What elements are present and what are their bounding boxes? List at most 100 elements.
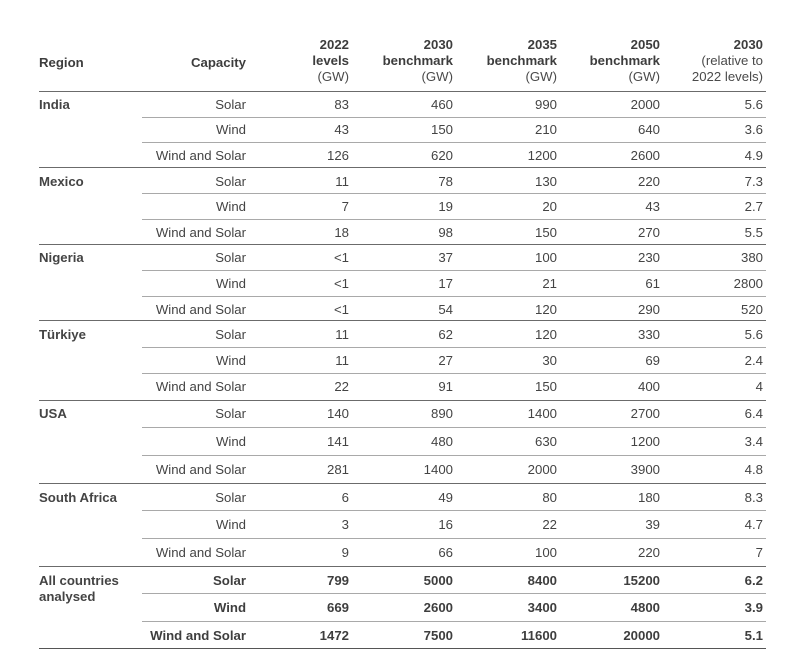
region-label: Mexico: [39, 174, 84, 189]
cell-v2030: 5000: [423, 573, 453, 588]
header-2035-line3: (GW): [525, 69, 558, 84]
cell-v2035: 21: [542, 276, 557, 291]
cell-v2050: 2600: [630, 148, 660, 163]
cell-v2050: 1200: [630, 434, 660, 449]
capacity-benchmark-table: Region Capacity 2022 levels (GW) 2030 be…: [39, 0, 766, 662]
cell-v2050: 3900: [630, 462, 660, 477]
cell-v2022: 7: [341, 199, 349, 214]
cell-v2050: 220: [637, 174, 660, 189]
cell-capacity: Wind: [215, 122, 246, 137]
cell-v2030: 1400: [423, 462, 453, 477]
header-capacity: Capacity: [191, 55, 246, 70]
row-divider: [142, 270, 766, 271]
cell-capacity: Wind and Solar: [155, 379, 246, 394]
row-divider: [142, 193, 766, 194]
cell-v2022: 281: [326, 462, 349, 477]
cell-v2030: 17: [438, 276, 453, 291]
cell-ratio: 3.4: [744, 434, 763, 449]
cell-capacity: Wind and Solar: [150, 628, 246, 643]
cell-ratio: 7.3: [744, 174, 763, 189]
cell-v2030: 49: [438, 490, 453, 505]
cell-v2022: <1: [333, 250, 349, 265]
group-divider: [39, 483, 766, 484]
cell-v2050: 4800: [630, 600, 660, 615]
cell-v2035: 210: [534, 122, 557, 137]
cell-v2022: 141: [326, 434, 349, 449]
region-label: All countries analysed: [39, 573, 119, 604]
cell-capacity: Wind: [215, 434, 246, 449]
cell-capacity: Solar: [213, 573, 246, 588]
cell-ratio: 4.8: [744, 462, 763, 477]
cell-v2030: 66: [438, 545, 453, 560]
cell-capacity: Solar: [215, 174, 246, 189]
cell-v2030: 460: [430, 97, 453, 112]
cell-v2050: 180: [637, 490, 660, 505]
row-divider: [142, 296, 766, 297]
cell-v2035: 2000: [527, 462, 557, 477]
header-divider: [39, 91, 766, 92]
cell-v2035: 20: [542, 199, 557, 214]
cell-ratio: 6.2: [744, 573, 763, 588]
row-divider: [142, 427, 766, 428]
group-divider: [39, 320, 766, 321]
cell-v2030: 16: [438, 517, 453, 532]
cell-v2035: 30: [542, 353, 557, 368]
cell-v2035: 100: [534, 545, 557, 560]
cell-v2030: 480: [430, 434, 453, 449]
cell-v2050: 2700: [630, 406, 660, 421]
cell-v2035: 1200: [527, 148, 557, 163]
cell-v2030: 62: [438, 327, 453, 342]
header-2022-line1: 2022: [319, 37, 349, 52]
cell-v2050: 61: [645, 276, 660, 291]
cell-ratio: 2.7: [744, 199, 763, 214]
cell-v2050: 640: [637, 122, 660, 137]
cell-v2050: 43: [645, 199, 660, 214]
row-divider: [142, 347, 766, 348]
cell-v2035: 22: [542, 517, 557, 532]
cell-v2035: 8400: [527, 573, 557, 588]
group-divider: [39, 167, 766, 168]
row-divider: [142, 373, 766, 374]
cell-v2030: 7500: [423, 628, 453, 643]
cell-v2022: 9: [341, 545, 349, 560]
header-2022-line2: levels: [312, 53, 349, 68]
header-2030-line3: (GW): [421, 69, 454, 84]
cell-ratio: 2800: [733, 276, 763, 291]
cell-ratio: 6.4: [744, 406, 763, 421]
cell-v2022: 11: [335, 327, 349, 342]
cell-capacity: Wind and Solar: [155, 225, 246, 240]
cell-ratio: 4.7: [744, 517, 763, 532]
cell-v2035: 80: [542, 490, 557, 505]
cell-v2050: 230: [637, 250, 660, 265]
cell-ratio: 7: [755, 545, 763, 560]
cell-v2050: 290: [637, 302, 660, 317]
region-label: South Africa: [39, 490, 117, 505]
cell-v2030: 150: [430, 122, 453, 137]
cell-ratio: 5.1: [744, 628, 763, 643]
cell-v2035: 150: [534, 379, 557, 394]
cell-capacity: Wind: [215, 517, 246, 532]
cell-v2030: 19: [438, 199, 453, 214]
cell-ratio: 5.6: [744, 327, 763, 342]
group-divider: [39, 244, 766, 245]
cell-v2022: <1: [333, 302, 349, 317]
cell-v2050: 39: [645, 517, 660, 532]
cell-capacity: Wind: [215, 199, 246, 214]
cell-ratio: 4: [755, 379, 763, 394]
row-divider: [142, 219, 766, 220]
cell-ratio: 8.3: [744, 490, 763, 505]
cell-v2035: 3400: [527, 600, 557, 615]
row-divider: [142, 510, 766, 511]
cell-capacity: Wind and Solar: [155, 545, 246, 560]
cell-v2035: 630: [534, 434, 557, 449]
cell-v2050: 400: [637, 379, 660, 394]
cell-v2022: 22: [334, 379, 349, 394]
header-2050-benchmark: 2050 benchmark (GW): [560, 37, 660, 85]
region-label: Nigeria: [39, 250, 84, 265]
cell-v2022: <1: [333, 276, 349, 291]
cell-v2022: 18: [334, 225, 349, 240]
cell-v2035: 120: [534, 302, 557, 317]
cell-ratio: 380: [740, 250, 763, 265]
cell-ratio: 3.9: [744, 600, 763, 615]
header-2022-line3: (GW): [317, 69, 350, 84]
